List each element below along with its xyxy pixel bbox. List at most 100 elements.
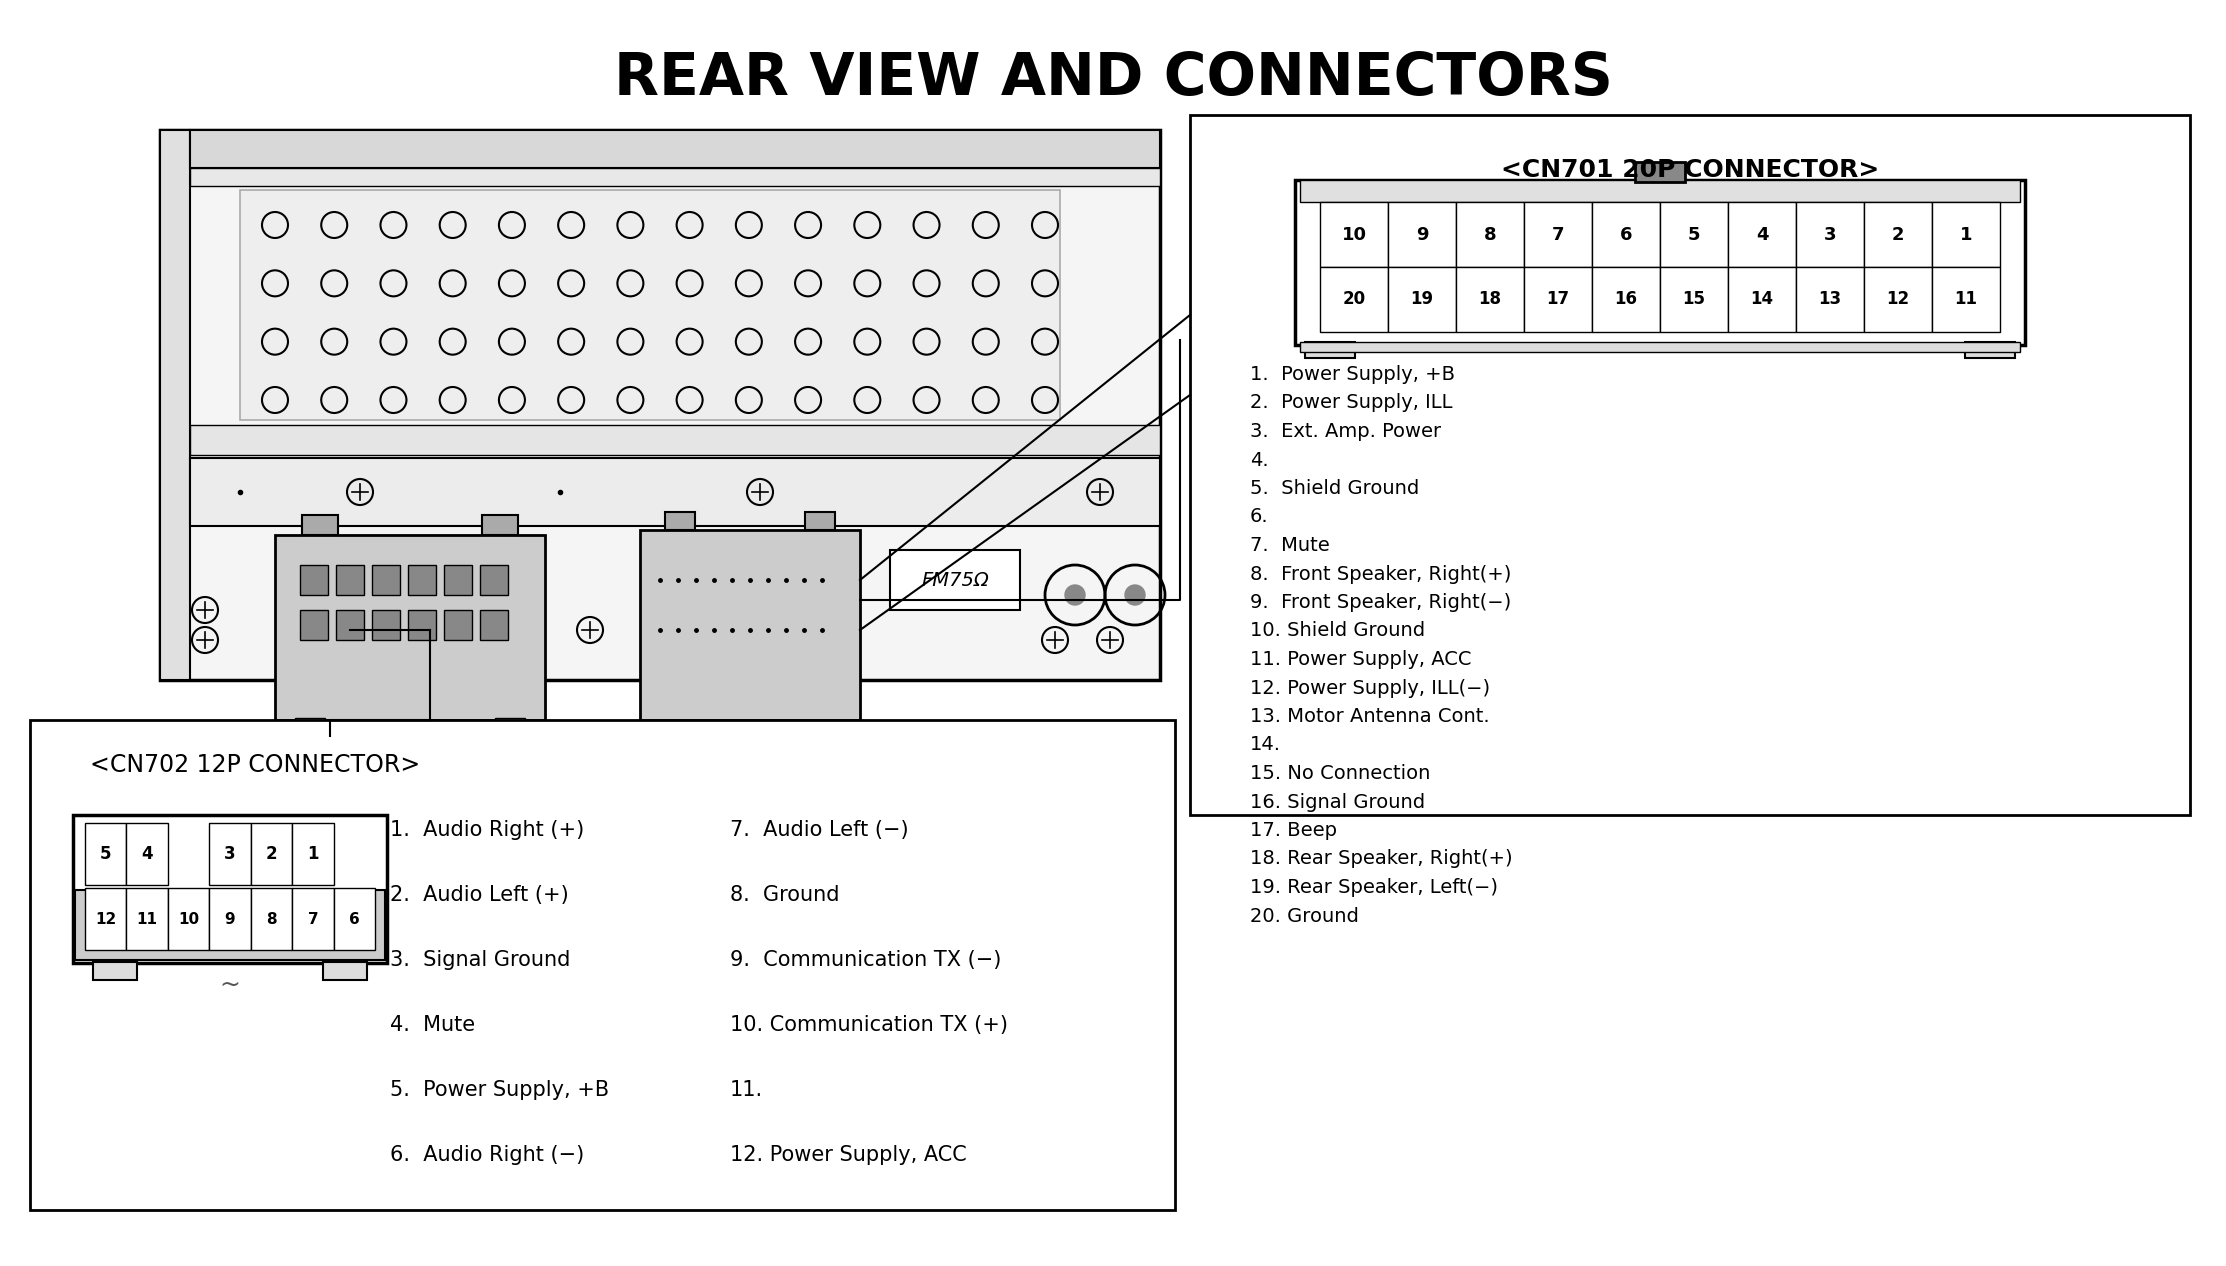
Text: <CN701 20P CONNECTOR>: <CN701 20P CONNECTOR> [1500, 158, 1879, 182]
Bar [1727, 267, 1796, 332]
Text: 5: 5 [1687, 225, 1701, 243]
Text: 20. Ground: 20. Ground [1251, 906, 1358, 925]
Text: 3: 3 [1823, 225, 1836, 243]
Text: 8.  Front Speaker, Right(+): 8. Front Speaker, Right(+) [1251, 565, 1511, 584]
Bar [1863, 267, 1932, 332]
Bar [296, 718, 325, 736]
Bar [127, 887, 167, 950]
Bar [1592, 267, 1661, 332]
Text: 1: 1 [1959, 225, 1972, 243]
Text: 10. Communication TX (+): 10. Communication TX (+) [730, 1015, 1008, 1036]
Text: 16. Signal Ground: 16. Signal Ground [1251, 793, 1425, 812]
Bar [483, 515, 519, 536]
Text: 10: 10 [178, 912, 198, 927]
Text: FM75Ω: FM75Ω [922, 571, 988, 590]
Text: 15: 15 [1683, 290, 1705, 309]
Bar [93, 962, 138, 980]
Bar [127, 823, 167, 885]
Bar [252, 887, 292, 950]
Text: 4: 4 [140, 844, 154, 863]
Text: 11. Power Supply, ACC: 11. Power Supply, ACC [1251, 649, 1471, 668]
Text: 4.: 4. [1251, 451, 1269, 470]
Bar [1389, 267, 1456, 332]
Text: 8.  Ground: 8. Ground [730, 885, 839, 905]
Bar [85, 823, 127, 885]
Bar [240, 190, 1060, 420]
Text: 5.  Power Supply, +B: 5. Power Supply, +B [390, 1080, 610, 1100]
Bar [443, 610, 472, 641]
Bar [189, 168, 1160, 186]
Bar [1863, 203, 1932, 267]
Text: 2: 2 [1892, 225, 1903, 243]
Text: 7.  Mute: 7. Mute [1251, 536, 1329, 555]
Bar [189, 458, 1160, 525]
Bar [292, 887, 334, 950]
Bar [1320, 203, 1389, 267]
Bar [1932, 203, 1999, 267]
Text: 10: 10 [1342, 225, 1367, 243]
Text: 8: 8 [267, 912, 276, 927]
Bar [1661, 203, 1727, 267]
Bar [1191, 115, 2190, 815]
Bar [303, 515, 338, 536]
Bar [641, 530, 859, 720]
Bar [1932, 267, 1999, 332]
Text: 17. Beep: 17. Beep [1251, 820, 1338, 841]
Bar [481, 565, 508, 595]
Bar [1456, 203, 1525, 267]
Text: 6.  Audio Right (−): 6. Audio Right (−) [390, 1144, 583, 1165]
Bar [481, 610, 508, 641]
Text: 8: 8 [1485, 225, 1496, 243]
Bar [209, 823, 252, 885]
Bar [1966, 342, 2015, 358]
Bar [443, 565, 472, 595]
Text: 5.  Shield Ground: 5. Shield Ground [1251, 479, 1420, 498]
Bar [1296, 180, 2026, 346]
Text: 11: 11 [136, 912, 158, 927]
Text: 15. No Connection: 15. No Connection [1251, 763, 1431, 782]
Text: 12: 12 [96, 912, 116, 927]
Bar [494, 718, 525, 736]
Text: 5: 5 [100, 844, 111, 863]
Text: 11: 11 [1954, 290, 1977, 309]
Bar [1456, 267, 1525, 332]
Bar [407, 565, 436, 595]
Text: 2.  Audio Left (+): 2. Audio Left (+) [390, 885, 570, 905]
Bar [890, 549, 1020, 610]
Bar [334, 887, 374, 950]
Bar [1525, 267, 1592, 332]
Text: 3.  Ext. Amp. Power: 3. Ext. Amp. Power [1251, 422, 1440, 441]
Text: 9.  Front Speaker, Right(−): 9. Front Speaker, Right(−) [1251, 592, 1511, 611]
Bar [372, 610, 401, 641]
Bar [336, 565, 365, 595]
Text: 12. Power Supply, ACC: 12. Power Supply, ACC [730, 1144, 966, 1165]
Text: 9: 9 [225, 912, 236, 927]
Bar [1300, 342, 2019, 352]
Text: REAR VIEW AND CONNECTORS: REAR VIEW AND CONNECTORS [614, 49, 1612, 108]
Text: 1.  Power Supply, +B: 1. Power Supply, +B [1251, 365, 1456, 384]
Bar [407, 610, 436, 641]
Bar [1304, 342, 1356, 358]
Text: 3: 3 [225, 844, 236, 863]
Bar [167, 887, 209, 950]
Bar [1661, 267, 1727, 332]
Bar [209, 887, 252, 950]
Text: 2.  Power Supply, ILL: 2. Power Supply, ILL [1251, 394, 1454, 413]
Bar [1300, 180, 2019, 203]
Bar [292, 823, 334, 885]
Circle shape [1064, 585, 1084, 605]
Bar [301, 610, 327, 641]
Text: 17: 17 [1547, 290, 1569, 309]
Text: 12. Power Supply, ILL(−): 12. Power Supply, ILL(−) [1251, 679, 1489, 698]
Text: 12: 12 [1885, 290, 1910, 309]
Text: 2: 2 [265, 844, 278, 863]
Bar [1320, 267, 1389, 332]
Text: 6: 6 [349, 912, 361, 927]
Bar [252, 823, 292, 885]
Text: 18. Rear Speaker, Right(+): 18. Rear Speaker, Right(+) [1251, 849, 1514, 868]
Bar [160, 130, 1160, 680]
Text: 7: 7 [307, 912, 318, 927]
Bar [336, 610, 365, 641]
Text: <CN702 12P CONNECTOR>: <CN702 12P CONNECTOR> [89, 753, 421, 777]
Bar [666, 511, 695, 530]
